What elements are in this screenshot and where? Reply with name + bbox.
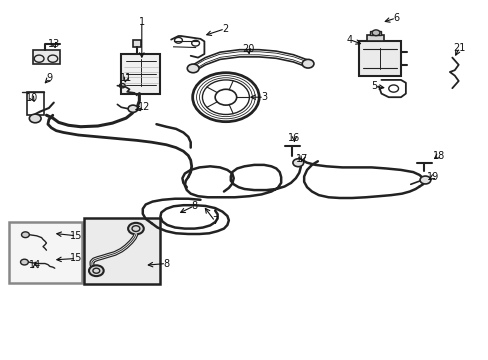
Circle shape bbox=[128, 105, 138, 112]
Bar bbox=[121, 54, 160, 94]
Text: 4: 4 bbox=[346, 35, 352, 45]
Circle shape bbox=[128, 223, 143, 234]
Text: 16: 16 bbox=[287, 132, 300, 143]
Text: 1: 1 bbox=[139, 17, 144, 27]
Bar bbox=[369, 31, 381, 35]
Bar bbox=[366, 35, 384, 41]
Circle shape bbox=[29, 114, 41, 123]
Circle shape bbox=[89, 265, 103, 276]
Circle shape bbox=[187, 64, 199, 73]
Text: 6: 6 bbox=[392, 13, 398, 23]
Bar bbox=[33, 50, 60, 64]
Circle shape bbox=[20, 259, 28, 265]
Circle shape bbox=[302, 59, 313, 68]
Bar bbox=[9, 222, 82, 283]
Text: 20: 20 bbox=[242, 44, 254, 54]
Circle shape bbox=[292, 159, 303, 167]
Text: 5: 5 bbox=[370, 81, 376, 91]
Bar bbox=[84, 218, 160, 284]
Circle shape bbox=[21, 232, 29, 238]
Text: 12: 12 bbox=[138, 102, 150, 112]
Text: 19: 19 bbox=[426, 172, 438, 182]
Text: 11: 11 bbox=[120, 73, 132, 83]
Text: 15: 15 bbox=[70, 253, 82, 264]
Text: 21: 21 bbox=[452, 42, 465, 53]
Text: 13: 13 bbox=[47, 39, 60, 49]
Text: 3: 3 bbox=[261, 92, 266, 102]
Text: 10: 10 bbox=[26, 93, 39, 103]
Text: 8: 8 bbox=[191, 201, 197, 211]
Text: 15: 15 bbox=[70, 231, 82, 241]
Circle shape bbox=[419, 176, 430, 184]
Text: 14: 14 bbox=[29, 260, 41, 270]
Text: 7: 7 bbox=[212, 216, 218, 226]
Bar bbox=[133, 40, 141, 47]
Bar bbox=[27, 92, 44, 115]
Text: 17: 17 bbox=[295, 154, 308, 164]
Text: 18: 18 bbox=[431, 150, 444, 161]
Text: 9: 9 bbox=[46, 73, 52, 84]
Circle shape bbox=[371, 30, 379, 36]
Text: 2: 2 bbox=[222, 24, 227, 34]
Bar bbox=[359, 41, 400, 76]
Text: 8: 8 bbox=[163, 258, 169, 269]
